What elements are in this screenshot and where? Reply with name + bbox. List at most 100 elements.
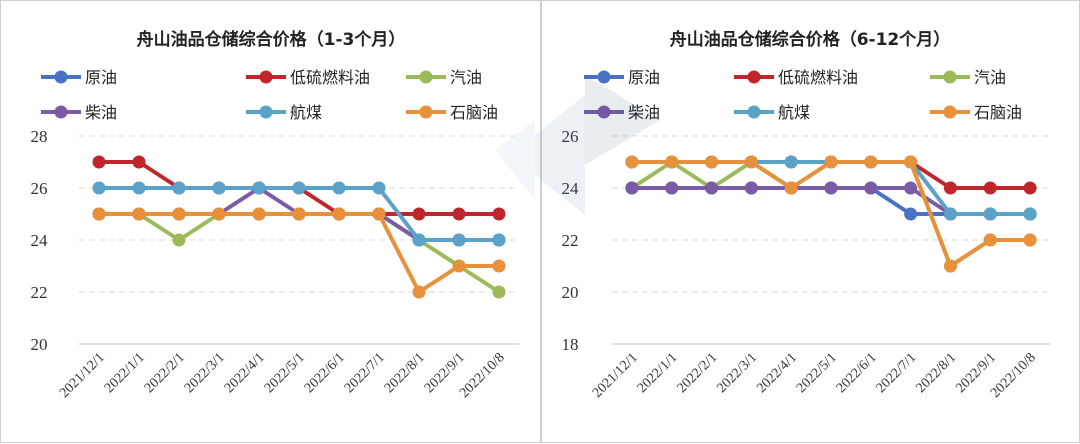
data-point bbox=[1023, 207, 1037, 221]
data-point bbox=[492, 259, 506, 273]
data-point bbox=[452, 233, 466, 247]
legend-item: 石脑油 bbox=[406, 103, 498, 122]
legend-item: 航煤 bbox=[734, 103, 810, 122]
x-tick-label: 2022/4/1 bbox=[754, 350, 800, 396]
data-point bbox=[705, 155, 719, 169]
data-point bbox=[943, 207, 957, 221]
legend-label: 石脑油 bbox=[974, 103, 1022, 122]
x-tick-label: 2022/2/1 bbox=[142, 350, 188, 396]
chart-title: 舟山油品仓储综合价格（1-3个月） bbox=[137, 29, 406, 50]
y-tick-label: 18 bbox=[562, 335, 579, 354]
data-point bbox=[132, 207, 146, 221]
data-point bbox=[412, 233, 426, 247]
chart-panel-short-term: 舟山油品仓储综合价格（1-3个月） 原油 低硫燃料油 汽油柴油 航煤 石脑油 20 22 24 2… bbox=[0, 0, 541, 443]
x-tick-label: 2022/6/1 bbox=[302, 350, 348, 396]
legend-label: 航煤 bbox=[778, 103, 810, 122]
data-point bbox=[824, 155, 838, 169]
legend-label: 汽油 bbox=[450, 68, 482, 87]
data-point bbox=[372, 207, 386, 221]
data-point bbox=[492, 285, 506, 299]
data-point bbox=[412, 207, 426, 221]
x-tick-label: 2022/6/1 bbox=[834, 350, 880, 396]
y-tick-label: 24 bbox=[31, 231, 49, 250]
legend-marker bbox=[259, 105, 273, 119]
legend-item: 低硫燃料油 bbox=[734, 68, 858, 87]
data-point bbox=[292, 181, 306, 195]
data-point bbox=[744, 181, 758, 195]
legend-marker bbox=[747, 105, 761, 119]
data-point bbox=[132, 181, 146, 195]
y-tick-label: 22 bbox=[31, 283, 48, 302]
data-point bbox=[1023, 233, 1037, 247]
y-tick-label: 20 bbox=[31, 335, 48, 354]
legend-label: 低硫燃料油 bbox=[778, 68, 858, 87]
legend-label: 原油 bbox=[85, 68, 117, 87]
legend-label: 低硫燃料油 bbox=[290, 68, 370, 87]
y-tick-label: 28 bbox=[31, 127, 48, 146]
data-point bbox=[252, 181, 266, 195]
x-tick-label: 2022/2/1 bbox=[675, 350, 721, 396]
legend-item: 柴油 bbox=[584, 103, 660, 122]
legend-label: 原油 bbox=[628, 68, 660, 87]
legend-item: 原油 bbox=[41, 68, 117, 87]
data-point bbox=[824, 181, 838, 195]
y-tick-label: 24 bbox=[562, 179, 580, 198]
data-point bbox=[212, 181, 226, 195]
data-point bbox=[412, 285, 426, 299]
data-point bbox=[92, 181, 106, 195]
legend-marker bbox=[54, 70, 68, 84]
legend-marker bbox=[54, 105, 68, 119]
x-tick-label: 2021/12/1 bbox=[590, 350, 641, 401]
x-tick-label: 2022/7/1 bbox=[342, 350, 388, 396]
data-point bbox=[904, 207, 918, 221]
data-point bbox=[172, 233, 186, 247]
data-point bbox=[665, 181, 679, 195]
x-tick-label: 2022/1/1 bbox=[635, 350, 681, 396]
legend-marker bbox=[747, 70, 761, 84]
legend-marker bbox=[259, 70, 273, 84]
legend-item: 航煤 bbox=[246, 103, 322, 122]
data-point bbox=[864, 181, 878, 195]
data-point bbox=[1023, 181, 1037, 195]
legend-label: 航煤 bbox=[290, 103, 322, 122]
data-point bbox=[784, 155, 798, 169]
x-tick-label: 2022/8/1 bbox=[913, 350, 959, 396]
data-point bbox=[372, 181, 386, 195]
data-point bbox=[983, 233, 997, 247]
legend-item: 汽油 bbox=[930, 68, 1006, 87]
x-tick-label: 2022/8/1 bbox=[382, 350, 428, 396]
legend-item: 汽油 bbox=[406, 68, 482, 87]
data-point bbox=[625, 155, 639, 169]
data-point bbox=[332, 207, 346, 221]
x-tick-label: 2022/7/1 bbox=[874, 350, 920, 396]
data-point bbox=[983, 207, 997, 221]
chart-panel-long-term: 舟山油品仓储综合价格（6-12个月） 原油 低硫燃料油 汽油柴油 航煤 石脑油 18 20 22… bbox=[541, 0, 1080, 443]
data-point bbox=[744, 155, 758, 169]
data-point bbox=[332, 181, 346, 195]
data-point bbox=[864, 155, 878, 169]
data-point bbox=[92, 207, 106, 221]
chart-title: 舟山油品仓储综合价格（6-12个月） bbox=[670, 29, 951, 50]
data-point bbox=[452, 259, 466, 273]
legend-marker bbox=[419, 105, 433, 119]
y-tick-label: 26 bbox=[31, 179, 48, 198]
data-point bbox=[92, 155, 106, 169]
legend-item: 原油 bbox=[584, 68, 660, 87]
x-tick-label: 2022/3/1 bbox=[714, 350, 760, 396]
x-tick-label: 2021/12/1 bbox=[57, 350, 108, 401]
x-tick-label: 2022/5/1 bbox=[262, 350, 308, 396]
x-tick-label: 2022/3/1 bbox=[182, 350, 228, 396]
x-tick-label: 2022/1/1 bbox=[102, 350, 148, 396]
legend-marker bbox=[943, 70, 957, 84]
legend-marker bbox=[597, 105, 611, 119]
legend-item: 柴油 bbox=[41, 103, 117, 122]
legend-marker bbox=[419, 70, 433, 84]
legend-label: 柴油 bbox=[85, 103, 117, 122]
data-point bbox=[904, 181, 918, 195]
legend-marker bbox=[597, 70, 611, 84]
data-point bbox=[625, 181, 639, 195]
data-point bbox=[665, 155, 679, 169]
data-point bbox=[705, 181, 719, 195]
y-tick-label: 20 bbox=[562, 283, 579, 302]
